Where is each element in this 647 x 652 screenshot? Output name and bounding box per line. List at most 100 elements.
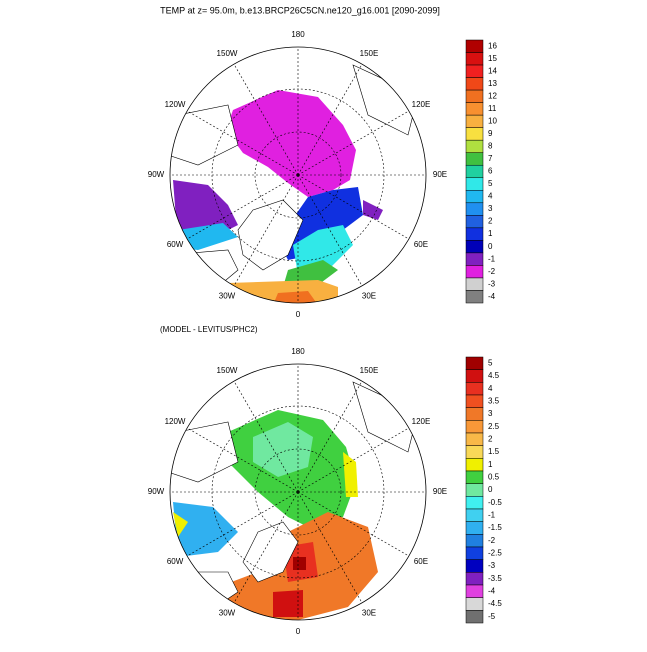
longitude-label: 90E [433,170,447,179]
longitude-label: 60W [167,240,184,249]
longitude-label: 0 [296,627,301,636]
longitude-label: 30E [362,608,376,617]
longitude-label: 150W [217,366,238,375]
longitude-label: 60E [414,240,428,249]
meridian [297,174,410,240]
colorbar-label: -4 [488,586,496,595]
colorbar-swatch [465,240,484,254]
colorbar-label: 10 [488,117,497,126]
colorbar-swatch [465,572,484,586]
map-field [170,364,426,620]
colorbar-label: 2 [488,217,493,226]
colorbar-label: 0.5 [488,472,500,481]
colorbar-swatch [465,277,484,291]
meridian [186,174,299,240]
meridian [233,63,299,176]
longitude-label: 120E [412,417,431,426]
colorbar-label: 9 [488,129,493,138]
longitude-label: 30E [362,291,376,300]
colorbar-swatch [465,164,484,179]
colorbar-swatch [465,584,484,598]
colorbar-swatch [465,290,484,304]
colorbar-swatch [465,420,484,434]
colorbar-label: 4.5 [488,371,500,380]
colorbar-label: 7 [488,154,493,163]
colorbar-label: -2 [488,267,496,276]
longitude-label: 180 [291,347,305,356]
colorbar-swatch [465,114,484,128]
colorbar-swatch [465,227,484,241]
field-region [293,557,306,570]
colorbar-swatch [465,215,484,229]
colorbar-swatch [465,445,484,459]
colorbar-label: 1.5 [488,447,500,456]
colorbar-swatch [465,458,484,472]
colorbar-swatch [465,483,484,497]
map-field [170,47,426,303]
colorbar-label: 1 [488,460,493,469]
colorbar-swatch [465,139,484,153]
colorbar-swatch [465,546,484,560]
land [170,421,239,483]
colorbar-swatch [465,508,484,522]
meridian [186,110,299,176]
colorbar-label: 6 [488,167,493,176]
meridian [186,427,299,493]
graticule [254,448,342,536]
colorbar-swatch [465,356,484,370]
colorbar-label: 3 [488,204,493,213]
longitude-label: 180 [291,30,305,39]
colorbar-swatch [465,64,484,78]
field-region [363,200,383,220]
meridian [233,174,299,287]
field-region [293,225,353,275]
longitude-label: 60W [167,557,184,566]
colorbar-swatch [465,534,484,548]
colorbar-label: -3 [488,279,496,288]
colorbar-label: -1 [488,510,496,519]
longitude-label: 150E [360,366,379,375]
colorbar-swatch [465,52,484,66]
colorbar-label: 15 [488,54,497,63]
land [242,521,299,583]
colorbar-swatch [465,152,484,166]
colorbar-label: 11 [488,104,497,113]
longitude-label: 120W [165,417,186,426]
land [170,104,239,166]
colorbar-label: -1.5 [488,523,502,532]
colorbar-label: 2 [488,434,493,443]
map-panel: 0 30E 60E 90E 120E 150E 180 150W 120W 90W 60W 30W [148,30,447,319]
colorbar-label: 16 [488,41,497,50]
colorbar-label: 5 [488,358,493,367]
colorbar-label: -5 [488,612,496,621]
longitude-label: 150W [217,49,238,58]
colorbar-label: 3.5 [488,396,500,405]
colorbar-swatch [465,496,484,510]
field-region [173,512,188,537]
colorbar-label: -3.5 [488,574,502,583]
colorbar-swatch [465,521,484,535]
field-region [226,90,356,197]
colorbar-label: 2.5 [488,422,500,431]
field-region [173,502,238,557]
field-region [343,452,358,497]
longitude-label: 120E [412,100,431,109]
colorbar-label: -0.5 [488,498,502,507]
colorbar-swatch [465,39,484,53]
colorbar-label: 0 [488,242,493,251]
colorbar-label: -1 [488,254,496,263]
longitude-label: 30W [219,608,236,617]
figure-title: TEMP at z= 95.0m, b.e13.BRCP26C5CN.ne120… [160,5,440,15]
colorbar-label: 4 [488,192,493,201]
colorbar-swatch [465,369,484,383]
colorbar-swatch [465,470,484,484]
colorbar-swatch [465,102,484,116]
colorbar-swatch [465,610,484,624]
colorbar-swatch [465,597,484,611]
colorbar-swatch [465,382,484,396]
colorbar-label: 14 [488,66,497,75]
map-border [169,46,427,304]
longitude-label: 150E [360,49,379,58]
graticule [254,131,342,219]
meridian [297,63,363,176]
